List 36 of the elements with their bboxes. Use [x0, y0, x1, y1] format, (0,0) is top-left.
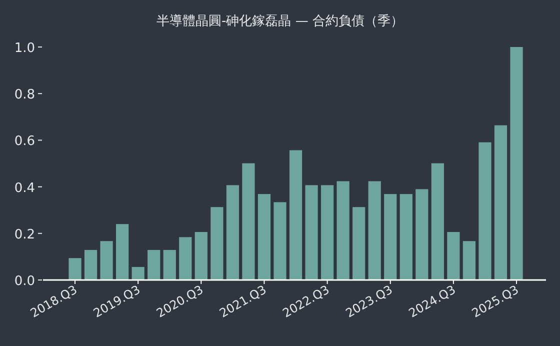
bar [494, 125, 508, 280]
bar [447, 232, 460, 280]
bar [336, 181, 350, 280]
bar [352, 207, 366, 280]
y-tick-label: 0.4 [14, 180, 35, 196]
bar [148, 250, 160, 280]
bar [210, 207, 224, 280]
bar [462, 241, 476, 280]
bar [194, 232, 208, 280]
bar [368, 181, 381, 280]
bar [163, 250, 176, 280]
y-tick-label: 0.0 [14, 274, 35, 289]
bar [84, 250, 98, 280]
bar [320, 185, 334, 280]
bar [384, 194, 397, 280]
bar [179, 237, 192, 280]
bar [132, 266, 144, 280]
bar [100, 241, 113, 280]
bar [400, 194, 412, 280]
chart-title: 半導體晶圓-砷化鎵磊晶 — 合約負債（季） [156, 14, 404, 29]
bar [478, 142, 492, 280]
y-tick-label: 0.8 [14, 88, 35, 103]
bar [116, 224, 129, 280]
y-tick-label: 0.6 [14, 134, 35, 150]
bar [305, 185, 318, 280]
bar [242, 163, 255, 280]
bar [510, 47, 523, 280]
bar [289, 150, 302, 280]
bar [416, 189, 428, 280]
y-tick-label: 0.2 [14, 227, 35, 242]
bar [431, 163, 444, 280]
y-tick-label: 1.0 [14, 41, 35, 56]
bar [258, 194, 271, 280]
bar [274, 202, 286, 280]
bar [226, 185, 239, 280]
bar [68, 258, 82, 280]
